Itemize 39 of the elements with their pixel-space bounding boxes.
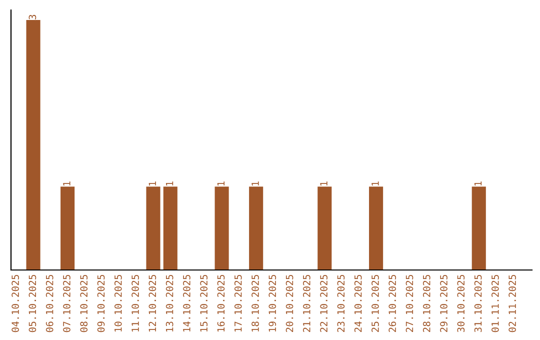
data-label: 1	[320, 181, 328, 186]
x-tick-label: 08.10.2025	[80, 274, 88, 332]
x-tick-label: 20.10.2025	[286, 274, 294, 332]
data-label: 3	[28, 14, 36, 20]
x-tick-label: 10.10.2025	[114, 274, 122, 332]
x-tick-label: 19.10.2025	[268, 274, 276, 332]
data-label: 1	[148, 181, 156, 186]
x-tick-label: 17.10.2025	[234, 274, 242, 332]
x-tick-label: 28.10.2025	[422, 274, 430, 332]
x-tick-label: 02.11.2025	[508, 274, 516, 332]
x-tick-label: 29.10.2025	[440, 274, 448, 332]
x-tick-label: 12.10.2025	[148, 274, 156, 332]
x-tick-label: 21.10.2025	[302, 274, 310, 332]
data-label: 1	[252, 181, 259, 186]
x-tick-label: 23.10.2025	[337, 274, 345, 332]
x-tick-label: 16.10.2025	[217, 274, 225, 332]
x-tick-label: 25.10.2025	[372, 274, 379, 332]
data-label: 1	[474, 181, 482, 186]
x-tick-label: 01.11.2025	[492, 274, 499, 332]
data-label: 1	[166, 181, 174, 186]
data-label: 1	[63, 181, 70, 186]
x-tick-label: 04.10.2025	[12, 274, 19, 332]
x-tick-label: 09.10.2025	[97, 274, 105, 332]
x-tick-label: 15.10.2025	[200, 274, 208, 332]
x-tick-label: 31.10.2025	[474, 274, 482, 332]
x-tick-label: 30.10.2025	[457, 274, 465, 332]
x-tick-label: 05.10.2025	[28, 274, 36, 332]
x-tick-label: 24.10.2025	[354, 274, 362, 332]
x-tick-label: 06.10.2025	[46, 274, 54, 332]
x-tick-label: 07.10.2025	[63, 274, 70, 332]
x-tick-label: 13.10.2025	[166, 274, 174, 332]
x-tick-label: 26.10.2025	[388, 274, 396, 332]
x-tick-label: 27.10.2025	[406, 274, 414, 332]
x-tick-label: 22.10.2025	[320, 274, 328, 332]
x-tick-label: 11.10.2025	[132, 274, 139, 332]
data-label: 1	[372, 181, 379, 186]
x-tick-label: 14.10.2025	[183, 274, 190, 332]
data-label: 1	[217, 181, 225, 186]
x-tick-label: 18.10.2025	[252, 274, 259, 332]
